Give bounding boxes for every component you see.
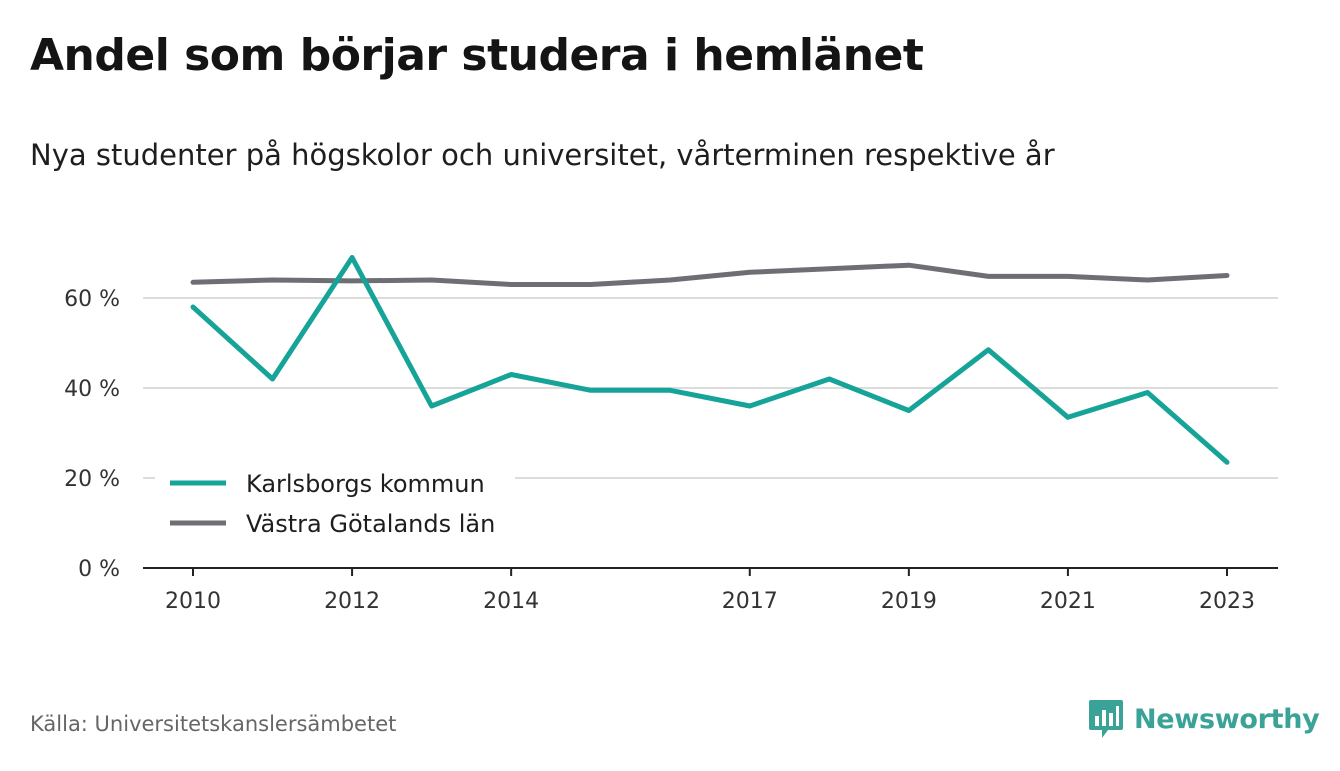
chart-subtitle: Nya studenter på högskolor och universit…	[30, 138, 1055, 172]
axes: 0 % 20 % 40 % 60 % 2010 2012 2014 2017 2019 2021 2…	[64, 287, 1278, 614]
brand-logo: Newsworthy	[1088, 698, 1320, 740]
legend-label: Västra Götalands län	[246, 510, 495, 538]
y-tick-label: 20 %	[64, 467, 120, 492]
series-lines	[190, 255, 1230, 465]
legend-background	[155, 458, 515, 550]
grid-lines	[143, 297, 1278, 479]
x-tick-label: 2019	[881, 589, 937, 614]
legend: Karlsborgs kommun Västra Götalands län	[155, 458, 515, 550]
y-tick-label: 0 %	[78, 557, 120, 582]
x-tick-label: 2017	[722, 589, 778, 614]
legend-label: Karlsborgs kommun	[246, 470, 485, 498]
x-tick-label: 2021	[1040, 589, 1096, 614]
chart-title: Andel som börjar studera i hemlänet	[30, 30, 924, 81]
x-tick-label: 2010	[165, 589, 221, 614]
x-tick-label: 2014	[483, 589, 539, 614]
newsworthy-logo-icon	[1089, 700, 1123, 738]
line-chart: 0 % 20 % 40 % 60 % 2010 2012 2014 2017 2019 2021 2…	[64, 255, 1278, 614]
x-tick-label: 2012	[324, 589, 380, 614]
y-tick-label: 40 %	[64, 377, 120, 402]
brand-name: Newsworthy	[1134, 703, 1320, 735]
y-tick-label: 60 %	[64, 287, 120, 312]
series-line-0	[190, 255, 1230, 465]
x-tick-label: 2023	[1199, 589, 1255, 614]
source-note: Källa: Universitetskanslersämbetet	[30, 712, 397, 736]
